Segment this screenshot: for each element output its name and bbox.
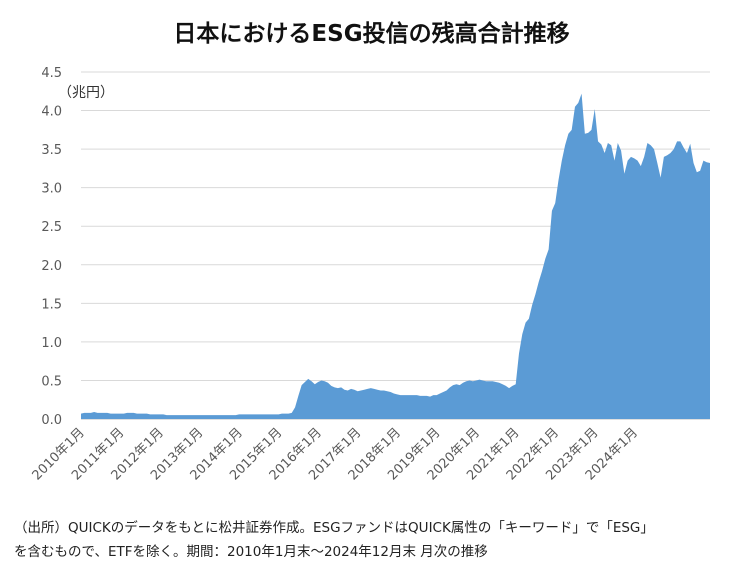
y-unit-label: （兆円） [58,85,114,101]
y-tick-label: 3.0 [41,182,62,197]
area-series-fill [81,93,710,419]
area-chart: 0.0 0.5 1.0 1.5 2.0 2.5 3.0 3.5 4.0 4.5 2010年1月20… [30,66,710,483]
y-tick-label: 2.0 [41,259,62,274]
y-tick-label: 0.5 [41,374,62,389]
source-note-line-1: （出所）QUICKのデータをもとに松井証券作成。ESGファンドはQUICK属性の… [14,520,654,536]
source-note-line-2: を含むもので、ETFを除く。期間：2010年1月末～2024年12月末 月次の推… [14,544,488,560]
y-tick-label: 1.5 [41,297,62,312]
y-axis: 0.0 0.5 1.0 1.5 2.0 2.5 3.0 3.5 4.0 4.5 [41,66,62,428]
chart-title: 日本におけるESG投信の残高合計推移 [173,21,570,47]
y-tick-label: 0.0 [41,413,62,428]
area-series [81,93,710,419]
y-tick-label: 3.5 [41,143,62,158]
y-tick-label: 2.5 [41,220,62,235]
y-tick-label: 1.0 [41,336,62,351]
y-tick-label: 4.5 [41,66,62,81]
x-axis: 2010年1月2011年1月2012年1月2013年1月2014年1月2015年… [30,425,641,483]
y-tick-label: 4.0 [41,105,62,120]
